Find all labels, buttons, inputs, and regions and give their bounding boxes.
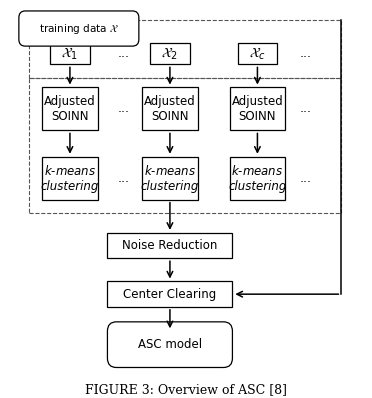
FancyBboxPatch shape <box>230 157 285 200</box>
Text: ...: ... <box>299 102 312 115</box>
Text: ...: ... <box>299 172 312 185</box>
Text: Adjusted
SOINN: Adjusted SOINN <box>44 95 96 123</box>
FancyBboxPatch shape <box>238 43 277 64</box>
Text: $k$-means
clustering: $k$-means clustering <box>228 164 286 193</box>
FancyBboxPatch shape <box>230 88 285 131</box>
Text: FIGURE 3: Overview of ASC [8]: FIGURE 3: Overview of ASC [8] <box>85 383 287 396</box>
FancyBboxPatch shape <box>19 11 139 46</box>
Text: Noise Reduction: Noise Reduction <box>122 239 218 252</box>
FancyBboxPatch shape <box>50 43 90 64</box>
Text: $\mathcal{X}_c$: $\mathcal{X}_c$ <box>249 45 266 62</box>
Text: Adjusted
SOINN: Adjusted SOINN <box>231 95 283 123</box>
Text: ...: ... <box>118 102 129 115</box>
Text: ASC model: ASC model <box>138 338 202 351</box>
FancyBboxPatch shape <box>142 157 198 200</box>
Text: $\mathcal{X}_2$: $\mathcal{X}_2$ <box>161 45 179 62</box>
Text: ...: ... <box>299 47 312 60</box>
Text: Adjusted
SOINN: Adjusted SOINN <box>144 95 196 123</box>
Text: ...: ... <box>118 47 129 60</box>
Text: ...: ... <box>118 172 129 185</box>
Text: $k$-means
clustering: $k$-means clustering <box>41 164 99 193</box>
Text: Center Clearing: Center Clearing <box>123 288 217 300</box>
FancyBboxPatch shape <box>108 233 232 258</box>
FancyBboxPatch shape <box>142 88 198 131</box>
FancyBboxPatch shape <box>108 281 232 307</box>
FancyBboxPatch shape <box>42 157 97 200</box>
FancyBboxPatch shape <box>150 43 190 64</box>
Text: $k$-means
clustering: $k$-means clustering <box>141 164 199 193</box>
Text: training data $\mathcal{X}$: training data $\mathcal{X}$ <box>39 21 119 35</box>
Text: $\mathcal{X}_1$: $\mathcal{X}_1$ <box>61 45 78 62</box>
FancyBboxPatch shape <box>108 322 232 367</box>
FancyBboxPatch shape <box>42 88 97 131</box>
